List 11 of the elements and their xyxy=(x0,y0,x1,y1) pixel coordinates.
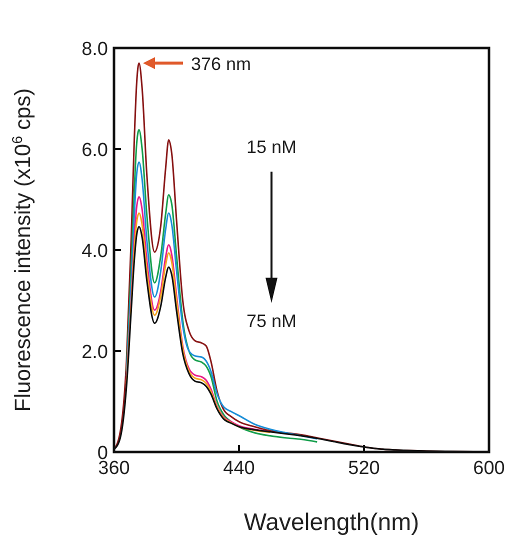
y-tick-label: 8.0 xyxy=(82,39,108,60)
x-tick-label: 520 xyxy=(348,458,380,479)
annotation: 15 nM xyxy=(246,137,297,158)
y-tick-label: 6.0 xyxy=(82,140,108,161)
y-tick-label: 4.0 xyxy=(82,241,108,262)
annotation: 75 nM xyxy=(246,310,297,331)
x-tick-label: 600 xyxy=(473,458,505,479)
x-axis-title: Wavelength(nm) xyxy=(244,509,420,536)
y-tick-label: 2.0 xyxy=(82,342,108,363)
x-tick-label: 440 xyxy=(223,458,255,479)
annotation: 376 nm xyxy=(191,54,252,74)
